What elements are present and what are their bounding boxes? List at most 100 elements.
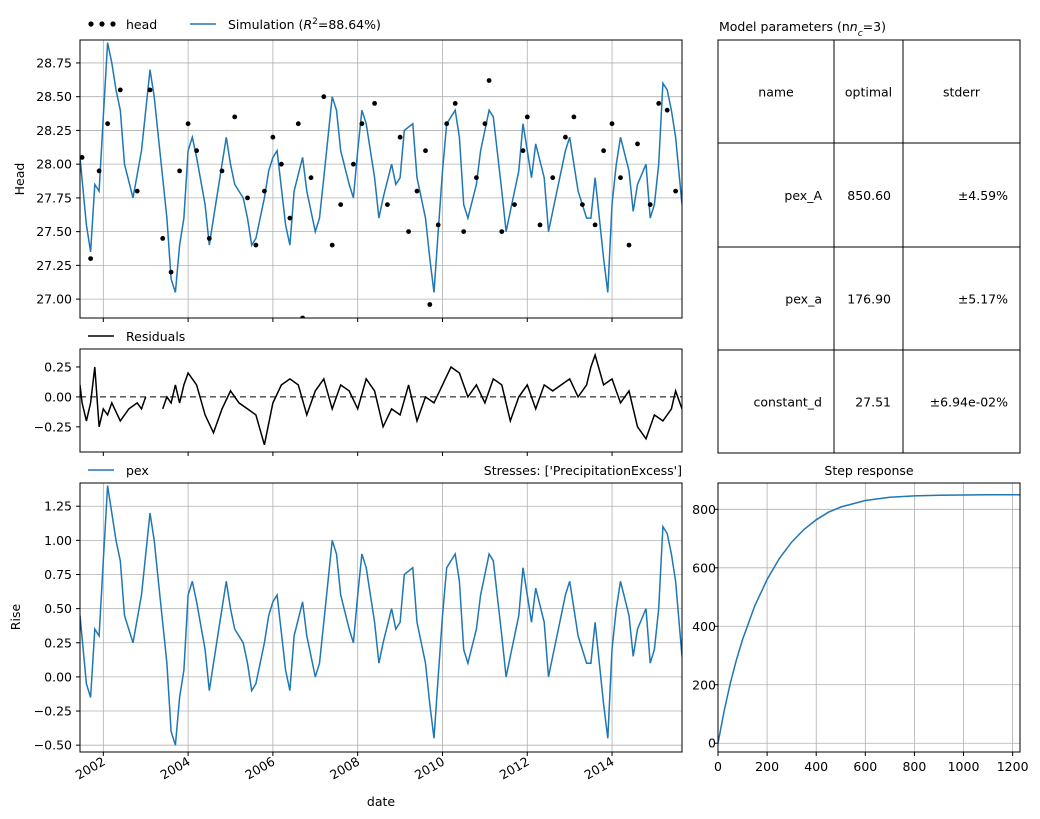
- head-point: [486, 78, 492, 83]
- ytick-label: 1.00: [44, 533, 72, 548]
- simulation-line: [80, 42, 682, 293]
- head-point: [117, 87, 123, 93]
- contribution-series: [80, 485, 682, 746]
- ytick-label: 0: [708, 736, 716, 751]
- head-point: [563, 134, 568, 140]
- xtick-label: 2014: [581, 754, 616, 783]
- head-point: [385, 202, 390, 208]
- legend-simulation-text-a: Simulation (: [228, 17, 303, 32]
- head-point: [300, 315, 305, 318]
- head-point: [397, 134, 403, 140]
- head-point: [664, 107, 670, 113]
- contribution-axes-frame: [79, 482, 683, 753]
- table-cells: name optimal stderr pex_A 850.60 ±4.59% pex_a 1…: [717, 39, 1021, 454]
- head-point: [414, 188, 420, 194]
- head-point: [520, 148, 526, 154]
- ytick-label: 0.00: [44, 389, 72, 404]
- ytick-label: 28.25: [36, 123, 72, 138]
- step-axes-frame: [717, 482, 1021, 753]
- table-cell: ±5.17%: [958, 292, 1008, 307]
- ytick-label: 1.25: [44, 499, 72, 514]
- contribution-ticks: −0.50 −0.25 0.00 0.25 0.50 0.75 1.00 1.25 2002 20…: [34, 499, 617, 783]
- head-point: [656, 101, 662, 106]
- head-point: [287, 215, 293, 221]
- head-point: [206, 236, 212, 241]
- legend-head-marker: [99, 21, 105, 27]
- table-cell: ±4.59%: [958, 188, 1008, 203]
- legend-pex-label: pex: [126, 463, 149, 478]
- head-point: [482, 121, 488, 127]
- table-cell: pex_a: [785, 292, 822, 307]
- head-point: [279, 161, 284, 167]
- ytick-label: −0.25: [34, 419, 72, 434]
- ytick-label: 27.00: [36, 292, 72, 307]
- table-title-sub: c: [858, 29, 863, 39]
- contribution-grid: [80, 483, 682, 752]
- head-point: [571, 114, 577, 120]
- table-cell: 850.60: [847, 188, 891, 203]
- head-point: [423, 148, 428, 154]
- residuals-legend: Residuals: [88, 329, 185, 344]
- residuals-series: [80, 352, 682, 446]
- ytick-label: 27.75: [36, 190, 72, 205]
- table-header-cell: optimal: [845, 85, 892, 100]
- contribution-xlabel: date: [367, 794, 395, 809]
- ytick-label: 27.25: [36, 258, 72, 273]
- head-point: [524, 114, 530, 120]
- head-point: [321, 94, 327, 100]
- xtick-label: 1000: [948, 759, 980, 774]
- xtick-label: 2010: [412, 754, 447, 783]
- ytick-label: 0.25: [44, 635, 72, 650]
- contribution-ylabel: Rise: [8, 604, 23, 631]
- residuals-panel: −0.25 0.00 0.25 Residuals: [34, 329, 683, 456]
- table-cell: pex_A: [784, 188, 822, 203]
- head-point: [406, 229, 411, 235]
- head-point: [512, 202, 517, 208]
- head-point: [372, 101, 377, 106]
- table-header-cell: stderr: [943, 85, 981, 100]
- xtick-label: 2008: [327, 754, 362, 783]
- ytick-label: 800: [692, 502, 716, 517]
- head-point: [635, 141, 640, 147]
- head-point: [308, 175, 314, 181]
- head-point: [609, 121, 615, 127]
- head-point: [105, 121, 110, 127]
- table-title-a: Model parameters (n: [719, 19, 850, 34]
- xtick-label: 800: [902, 759, 926, 774]
- ytick-label: 400: [692, 619, 716, 634]
- head-point: [537, 222, 543, 228]
- head-axes-frame: [79, 39, 683, 319]
- contribution-legend: pex: [88, 463, 149, 478]
- table-cell: constant_d: [753, 395, 822, 410]
- head-point: [295, 121, 301, 127]
- head-ticks: 27.00 27.25 27.50 27.75 28.00 28.25 28.50 28.75: [36, 55, 613, 322]
- legend-head-marker: [88, 21, 94, 27]
- head-point: [270, 134, 276, 140]
- xtick-label: 2004: [158, 754, 193, 783]
- ytick-label: 600: [692, 560, 716, 575]
- head-ylabel: Head: [12, 163, 27, 196]
- xtick-label: 600: [853, 759, 877, 774]
- head-point: [580, 202, 585, 208]
- table-cell: ±6.94e-02%: [930, 395, 1008, 410]
- ytick-label: 0.75: [44, 567, 72, 582]
- xtick-label: 400: [804, 759, 828, 774]
- head-legend: head Simulation (R2=88.64%): [88, 17, 381, 32]
- ytick-label: 200: [692, 677, 716, 692]
- head-point: [177, 168, 183, 174]
- ytick-label: 0.50: [44, 601, 72, 616]
- stresses-annotation: Stresses: ['PrecipitationExcess']: [484, 463, 682, 478]
- residuals-axes-frame: [79, 348, 683, 453]
- table-header-cell: name: [758, 85, 794, 100]
- ytick-label: 28.75: [36, 55, 72, 70]
- head-point: [647, 202, 653, 208]
- head-point: [245, 195, 250, 201]
- head-point: [219, 168, 225, 174]
- step-title: Step response: [824, 463, 914, 478]
- head-point: [474, 175, 479, 181]
- head-point: [359, 121, 365, 127]
- head-point: [134, 188, 140, 194]
- step-grid: [717, 483, 1020, 752]
- pex-line: [80, 485, 682, 746]
- head-point: [168, 269, 174, 275]
